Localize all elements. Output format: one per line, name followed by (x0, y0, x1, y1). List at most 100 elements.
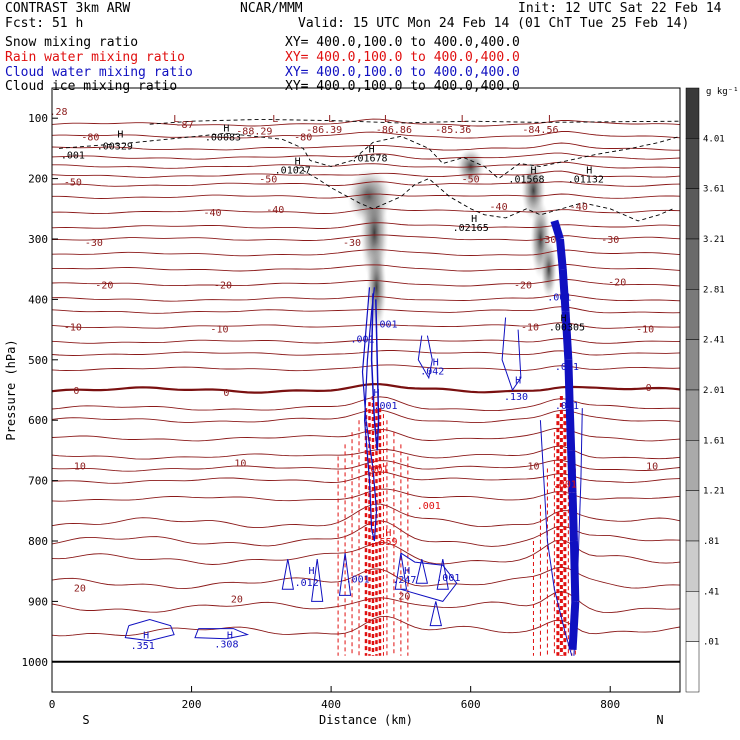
cloud-ice-contours (58, 118, 680, 222)
colorbar-swatch (685, 339, 700, 391)
center-label: NCAR/MMM (240, 1, 303, 16)
colorbar-swatch (685, 540, 700, 592)
cloud-water-core (568, 492, 578, 542)
extrema-label: .001 (547, 292, 571, 303)
colorbar-swatch (685, 188, 700, 240)
x-tick-label: 600 (461, 698, 481, 711)
cloud-water-contour (361, 287, 378, 542)
field-xy-snow: XY= 400.0,100.0 to 400.0,400.0 (285, 35, 520, 50)
temperature-label: -20 (214, 280, 232, 291)
isotherm-line (52, 350, 680, 356)
extrema-label: H (227, 631, 233, 642)
cloud-water-contour (501, 317, 522, 392)
temperature-label: -40 (203, 208, 221, 219)
cloud-water-contour (539, 420, 573, 656)
cloud-water-core (550, 219, 564, 241)
extrema-label: H (515, 376, 521, 387)
field-xy-rain: XY= 400.0,100.0 to 400.0,400.0 (285, 50, 520, 65)
temperature-label: -85.36 (435, 125, 471, 136)
field-name-cloud-water: Cloud water mixing ratio (5, 65, 193, 80)
extrema-label: L (272, 114, 278, 125)
colorbar-level: 2.81 (703, 285, 725, 295)
extrema-label: .001 (553, 480, 577, 491)
colorbar-swatch (685, 641, 700, 693)
snow-plume (540, 239, 557, 300)
field-name-rain: Rain water mixing ratio (5, 50, 186, 65)
colorbar-swatch (685, 289, 700, 340)
x-axis-label: Distance (km) (319, 713, 413, 727)
temperature-label: 10 (527, 462, 539, 473)
extrema-label: H (373, 388, 379, 399)
temperature-label: 20 (74, 584, 86, 595)
temperature-label: -20 (514, 280, 532, 291)
extrema-label: .001 (555, 401, 579, 412)
x-axis-left-end-label: S (82, 713, 89, 727)
extrema-label: 9.28 (43, 107, 67, 118)
colorbar-swatch (685, 238, 700, 290)
temperature-label: 0 (223, 388, 229, 399)
isotherm-line (52, 170, 680, 178)
cloud-water-contour (429, 601, 443, 627)
isotherm-line (52, 222, 680, 229)
isotherm-line (52, 278, 680, 287)
field-name-cloud-ice: Cloud ice mixing ratio (5, 79, 178, 94)
y-tick-label: 700 (28, 475, 48, 488)
extrema-label: .001 (364, 465, 388, 476)
temperature-label: -40 (570, 202, 588, 213)
temperature-label: -20 (95, 280, 113, 291)
temperature-label: 20 (231, 594, 243, 605)
temperature-label: -87 (176, 120, 194, 131)
extrema-label: .001 (555, 362, 579, 373)
colorbar-level: .41 (703, 587, 719, 597)
cloud-water-core (564, 359, 574, 409)
y-tick-label: 900 (28, 595, 48, 608)
temperature-label: 0 (73, 386, 79, 397)
temperature-label: -10 (521, 323, 539, 334)
isotherm-line (52, 161, 680, 169)
y-tick-label: 1000 (22, 656, 49, 669)
temperature-label: -10 (64, 323, 82, 334)
extrema-label: H (404, 566, 410, 577)
y-tick-label: 600 (28, 414, 48, 427)
extrema-label: H (385, 528, 391, 539)
colorbar-unit: g kg⁻¹ (706, 87, 739, 97)
extrema-label: .308 (214, 640, 238, 651)
extrema-label: .559 (373, 537, 397, 548)
extrema-label: .00305 (549, 323, 585, 334)
extrema-label: .01678 (351, 153, 387, 164)
extrema-label: .001 (350, 335, 374, 346)
colorbar-swatch (685, 591, 700, 642)
y-tick-label: 800 (28, 535, 48, 548)
temperature-label: -88.29 (236, 126, 272, 137)
extrema-label: .247 (392, 575, 416, 586)
y-tick-label: 500 (28, 354, 48, 367)
temperature-label: 10 (74, 462, 86, 473)
isotherm-line (52, 208, 680, 215)
y-tick-label: 400 (28, 293, 48, 306)
colorbar-swatch (685, 87, 700, 139)
temperature-label: -80 (294, 132, 312, 143)
colorbar-level: 3.61 (703, 185, 725, 195)
colorbar-swatch (685, 138, 700, 189)
extrema-label: H (369, 144, 375, 155)
x-axis-right-end-label: N (656, 713, 663, 727)
extrema-label: .001 (373, 401, 397, 412)
x-tick-label: 0 (49, 698, 56, 711)
cloud-water-contours (124, 219, 583, 656)
extrema-label: H (143, 631, 149, 642)
x-tick-label: 200 (182, 698, 202, 711)
temperature-label: -50 (64, 178, 82, 189)
colorbar-swatch (685, 440, 700, 491)
extrema-label: .130 (504, 392, 528, 403)
colorbar-level: 1.21 (703, 487, 725, 497)
extrema-label: H (117, 129, 123, 140)
colorbar-level: 2.41 (703, 336, 725, 346)
extrema-label: H (223, 123, 229, 134)
temperature-label: -80 (81, 132, 99, 143)
cloud-water-contour (573, 408, 583, 656)
x-axis: 0 200 400 600 800 (49, 686, 620, 711)
plot-area: -80 -87 -88.29 -86.39 -86.86 -85.36 -84.56 -80 -… (43, 107, 680, 663)
isotherm-line (52, 131, 680, 139)
cloud-water-core (565, 407, 576, 451)
